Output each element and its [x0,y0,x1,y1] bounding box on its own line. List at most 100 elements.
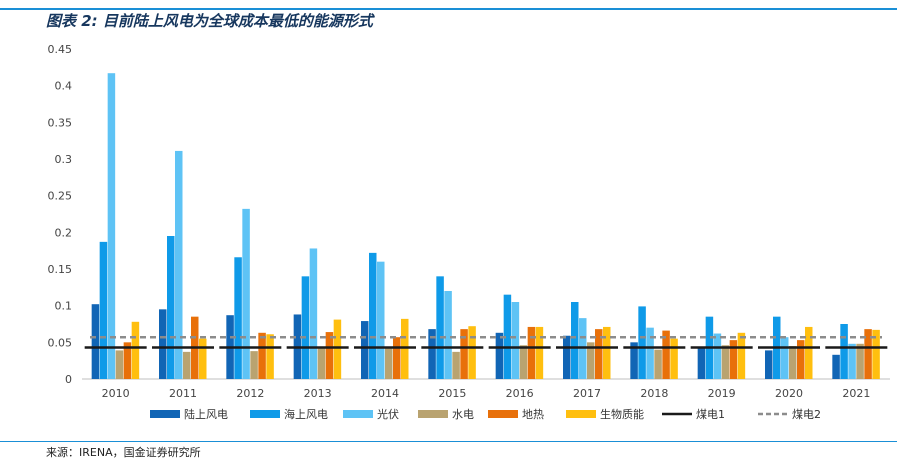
bar-series-group [91,73,880,379]
y-tick-label: 0.05 [48,336,73,349]
bar [325,332,334,379]
y-tick-label: 0.1 [55,300,73,313]
bar [131,321,140,379]
x-tick-label: 2018 [640,387,668,400]
y-tick-label: 0.15 [48,263,73,276]
bar [91,304,100,379]
bar [452,351,460,379]
bar [646,327,654,379]
legend-label: 海上风电 [284,407,328,421]
legend-label: 水电 [452,408,474,421]
bar [317,346,326,379]
figure-title: 图表 2: 目前陆上风电为全球成本最低的能源形式 [46,12,373,30]
reference-lines [84,335,888,349]
bar [428,329,436,379]
bar [595,329,603,379]
legend-swatch [418,410,448,418]
x-tick-label: 2017 [573,387,601,400]
bar [183,351,191,379]
bar [571,302,579,379]
x-tick-label: 2021 [842,387,870,400]
x-tick-label: 2020 [775,387,803,400]
bar [301,276,310,379]
bar [99,241,108,379]
bar [167,236,175,379]
bar [856,343,864,379]
x-tick-label: 2012 [236,387,264,400]
bar [662,330,670,379]
bar [789,346,797,379]
legend-label: 地热 [522,408,544,421]
bar [872,329,880,379]
legend-label: 陆上风电 [184,407,228,421]
bar [603,326,611,379]
bar [361,321,369,379]
bar [250,351,258,379]
bar [535,326,544,379]
bar [234,257,242,379]
bar [107,73,116,379]
legend-swatch [343,410,373,418]
legend: 陆上风电 海上风电 光伏 水电 地热 生物质能 煤电1 煤电2 [150,407,821,421]
legend-swatch [566,410,596,418]
bar [737,332,746,379]
y-tick-label: 0.45 [48,43,73,56]
bar [587,342,595,379]
bar [670,338,678,379]
bar [697,347,706,379]
x-tick-label: 2013 [304,387,332,400]
bar [781,337,789,379]
legend-label: 煤电2 [792,408,821,421]
x-tick-label: 2010 [102,387,130,400]
bar [444,291,452,379]
bar [115,350,124,379]
x-tick-label: 2014 [371,387,399,400]
source-note: 来源：IRENA，国金证券研究所 [46,446,201,459]
bar [848,343,856,379]
y-tick-label: 0.35 [48,116,73,129]
x-tick-label: 2011 [169,387,197,400]
legend-label: 生物质能 [600,407,644,421]
y-tick-label: 0.25 [48,190,73,203]
bar [495,332,504,379]
legend-label: 光伏 [377,407,399,421]
bar [503,294,512,379]
bar [797,340,805,379]
bar [511,302,520,379]
x-axis: 2010 2011 2012 2013 2014 2015 2016 2017 2018 2019… [102,387,871,400]
y-axis: 0 0.05 0.1 0.15 0.2 0.25 0.3 0.35 0.4 0.45 [48,43,890,386]
bar [258,332,266,379]
bar-chart: 00.050.10.150.20.250.30.350.40.45 2010 20… [48,43,890,421]
bar [385,346,393,379]
bar [805,326,813,379]
bar [266,334,274,379]
legend-swatch [250,410,280,418]
bar [713,333,722,379]
bar [242,208,250,379]
bar [393,337,401,379]
bar [527,326,536,379]
bar [436,276,444,379]
bar [123,342,132,379]
bar [864,329,872,379]
bar [630,342,638,379]
legend-swatch [150,410,180,418]
bar [563,335,571,379]
bar [832,354,840,379]
legend-label: 煤电1 [696,408,725,421]
legend-swatch [488,410,518,418]
bar [840,324,848,379]
bar [638,306,646,379]
bar [729,340,738,379]
bar [519,345,528,379]
bar [654,349,662,379]
bar [721,345,730,379]
top-rule [0,8,897,10]
bar [377,261,385,379]
bottom-rule [0,441,897,442]
bar [333,319,342,379]
bar [309,248,318,379]
y-tick-label: 0.2 [55,226,73,239]
bar [369,252,377,379]
x-tick-label: 2016 [506,387,534,400]
